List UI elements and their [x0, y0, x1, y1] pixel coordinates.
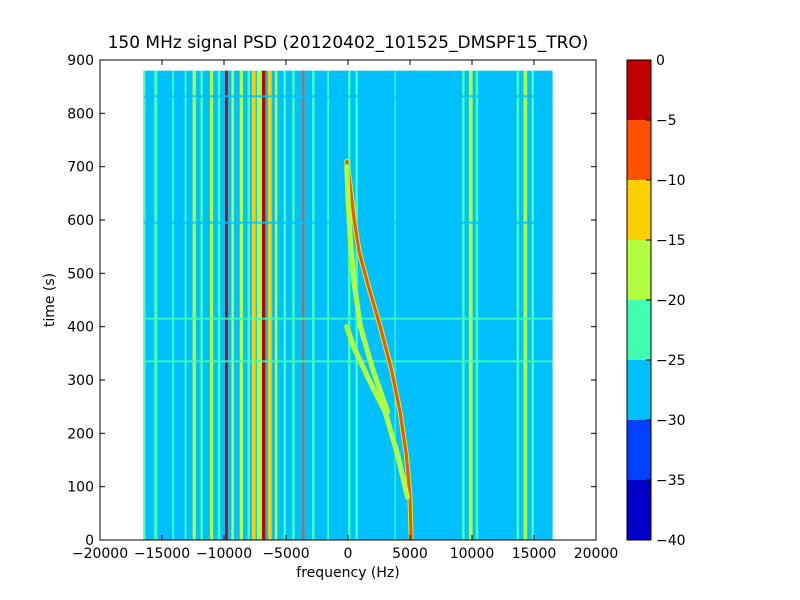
colorbar-segment [627, 480, 651, 540]
spectral-line [225, 70, 228, 540]
x-axis: −20000 −15000 −10000 −5000 0 5000 10000 15000 20… [72, 60, 618, 562]
spectral-line [394, 70, 396, 540]
colorbar-tick-label: −15 [656, 233, 686, 249]
colorbar-segment [627, 360, 651, 420]
x-tick-label: 15000 [512, 546, 557, 562]
x-tick-label: 5000 [392, 546, 428, 562]
colorbar-tick-label: 0 [656, 53, 665, 69]
spectral-line [516, 70, 520, 540]
spectral-line [251, 70, 256, 540]
colorbar-tick-label: −10 [656, 173, 686, 189]
y-tick-label: 0 [85, 533, 94, 549]
y-axis-label: time (s) [42, 273, 58, 327]
colorbar-tick-label: −40 [656, 533, 686, 549]
spectral-line [283, 70, 286, 540]
spectral-line [239, 70, 243, 540]
x-tick-label: −15000 [134, 546, 190, 562]
x-tick-label: 0 [344, 546, 353, 562]
x-axis-label: frequency (Hz) [296, 565, 399, 581]
spectral-line [475, 70, 479, 540]
x-tick-label: 10000 [450, 546, 495, 562]
colorbar-tick-label: −25 [656, 353, 686, 369]
y-tick-label: 500 [67, 266, 94, 282]
colorbar-segment [627, 420, 651, 480]
x-tick-label: −10000 [196, 546, 252, 562]
doppler-curve [345, 159, 413, 540]
time-streak [143, 95, 553, 98]
colorbar-tick-label: −20 [656, 293, 686, 309]
spectral-line [231, 70, 234, 540]
y-tick-label: 300 [67, 373, 94, 389]
y-tick-label: 600 [67, 213, 94, 229]
spectral-line [184, 70, 187, 540]
x-tick-label: −20000 [72, 546, 128, 562]
chart-title: 150 MHz signal PSD (20120402_101525_DMSP… [108, 33, 589, 53]
y-tick-label: 700 [67, 160, 94, 176]
colorbar: −40 −35 −30 −25 −20 −15 −10 −5 0 [626, 53, 686, 549]
y-tick-label: 900 [67, 53, 94, 69]
doppler-curve [345, 325, 410, 499]
spectral-line [327, 70, 330, 540]
x-tick-label: −5000 [262, 546, 309, 562]
y-tick-label: 400 [67, 320, 94, 336]
spectral-line [531, 70, 534, 540]
spectral-line [462, 70, 465, 540]
colorbar-tick-label: −30 [656, 413, 686, 429]
spectral-line [348, 70, 351, 540]
spectral-line [247, 70, 251, 540]
spectral-line [217, 70, 221, 540]
spectral-line [172, 70, 175, 540]
spectral-line [200, 70, 203, 540]
colorbar-segment [627, 240, 651, 300]
time-streak [143, 360, 553, 363]
colorbar-segment [627, 120, 651, 180]
colorbar-segment [627, 180, 651, 240]
heatmap-data [143, 70, 553, 540]
plot-area [100, 60, 596, 540]
spectral-line [192, 70, 196, 540]
spectral-line [268, 70, 272, 540]
spectral-line [468, 70, 473, 540]
spectral-line [292, 70, 295, 540]
spectral-line [274, 70, 278, 540]
colorbar-segment [627, 300, 651, 360]
time-streak [143, 317, 553, 320]
spectral-line [262, 70, 266, 540]
spectral-line [154, 70, 158, 540]
spectral-line [523, 70, 528, 540]
spectral-line [256, 70, 262, 540]
y-tick-label: 800 [67, 106, 94, 122]
spectral-line [209, 70, 214, 540]
colorbar-tick-label: −35 [656, 473, 686, 489]
doppler-curve [345, 165, 390, 414]
y-tick-label: 200 [67, 426, 94, 442]
y-axis: 0 100 200 300 400 500 600 700 800 900 [67, 53, 596, 549]
y-tick-label: 100 [67, 480, 94, 496]
x-tick-label: 20000 [574, 546, 619, 562]
spectral-line [302, 70, 305, 540]
spectral-line [312, 70, 315, 540]
spectral-line [143, 70, 146, 540]
colorbar-tick-label: −5 [656, 113, 677, 129]
colorbar-segment [627, 60, 651, 120]
